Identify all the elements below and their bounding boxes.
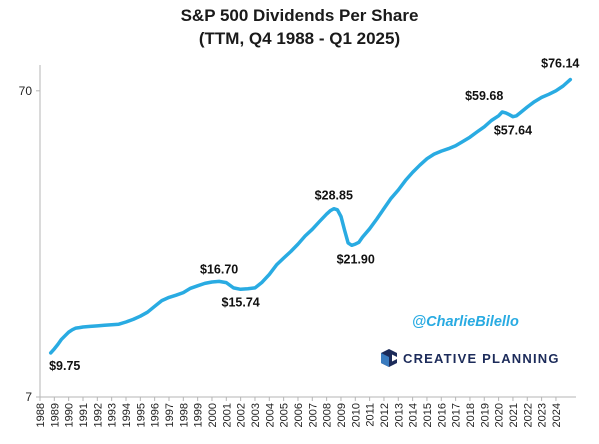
x-tick-label: 2007: [307, 403, 319, 427]
data-label: $28.85: [315, 189, 353, 203]
x-tick-label: 2018: [465, 403, 477, 427]
x-tick-label: 1992: [92, 403, 104, 427]
y-tick-label: 70: [19, 84, 33, 98]
x-tick-label: 2012: [379, 403, 391, 427]
x-tick-label: 2023: [537, 403, 549, 427]
annotation-layer: $9.75 $16.70 $15.74 $28.85 $21.90 $59.68 $57.6…: [49, 57, 579, 373]
x-tick-label: 2008: [322, 403, 334, 427]
x-tick-label: 1997: [164, 403, 176, 427]
x-tick-label: 2002: [236, 403, 248, 427]
data-label: $21.90: [337, 252, 375, 266]
logo-wordmark: CREATIVE PLANNING: [403, 351, 560, 366]
data-label: $16.70: [200, 262, 238, 276]
x-tick-label: 2004: [264, 403, 276, 427]
x-tick-label: 2014: [408, 403, 420, 427]
x-tick-label: 1994: [121, 403, 133, 427]
x-tick-label: 2021: [508, 403, 520, 427]
x-tick-label: 2000: [207, 403, 219, 427]
creative-planning-logo-icon: [381, 349, 397, 367]
x-tick-label: 2016: [436, 403, 448, 427]
x-tick-label: 1990: [64, 403, 76, 427]
x-tick-label: 1995: [135, 403, 147, 427]
x-tick-label: 1991: [78, 403, 90, 427]
x-tick-label: 2024: [551, 403, 563, 427]
x-tick-label: 2017: [451, 403, 463, 427]
data-label: $76.14: [541, 57, 579, 71]
data-label: $57.64: [494, 124, 532, 138]
y-tick-label: 7: [25, 390, 32, 404]
branding: @CharlieBilello CREATIVE PLANNING: [381, 314, 560, 367]
x-tick-label: 2005: [279, 403, 291, 427]
x-tick-label: 2011: [365, 403, 377, 427]
data-label: $59.68: [465, 89, 503, 103]
x-tick-label: 2022: [522, 403, 534, 427]
x-tick-label: 2013: [393, 403, 405, 427]
x-tick-label: 1993: [107, 403, 119, 427]
watermark-handle: @CharlieBilello: [412, 314, 519, 330]
x-tick-label: 1988: [35, 403, 47, 427]
x-tick-label: 2003: [250, 403, 262, 427]
chart-title: S&P 500 Dividends Per Share: [180, 6, 419, 25]
series-line: [48, 77, 573, 355]
x-tick-label: 2010: [350, 403, 362, 427]
data-label: $15.74: [222, 295, 260, 309]
x-tick-label: 2019: [479, 403, 491, 427]
data-label: $9.75: [49, 359, 80, 373]
x-tick-label: 1998: [178, 403, 190, 427]
x-tick-label: 1999: [193, 403, 205, 427]
x-tick-label: 2006: [293, 403, 305, 427]
series-layer: [48, 77, 573, 355]
x-tick-label: 2020: [494, 403, 506, 427]
x-tick-label: 2009: [336, 403, 348, 427]
x-tick-label: 2001: [221, 403, 233, 427]
chart-subtitle: (TTM, Q4 1988 - Q1 2025): [198, 29, 401, 48]
x-tick-label: 1996: [150, 403, 162, 427]
x-tick-label: 2015: [422, 403, 434, 427]
x-tick-label: 1989: [49, 403, 61, 427]
